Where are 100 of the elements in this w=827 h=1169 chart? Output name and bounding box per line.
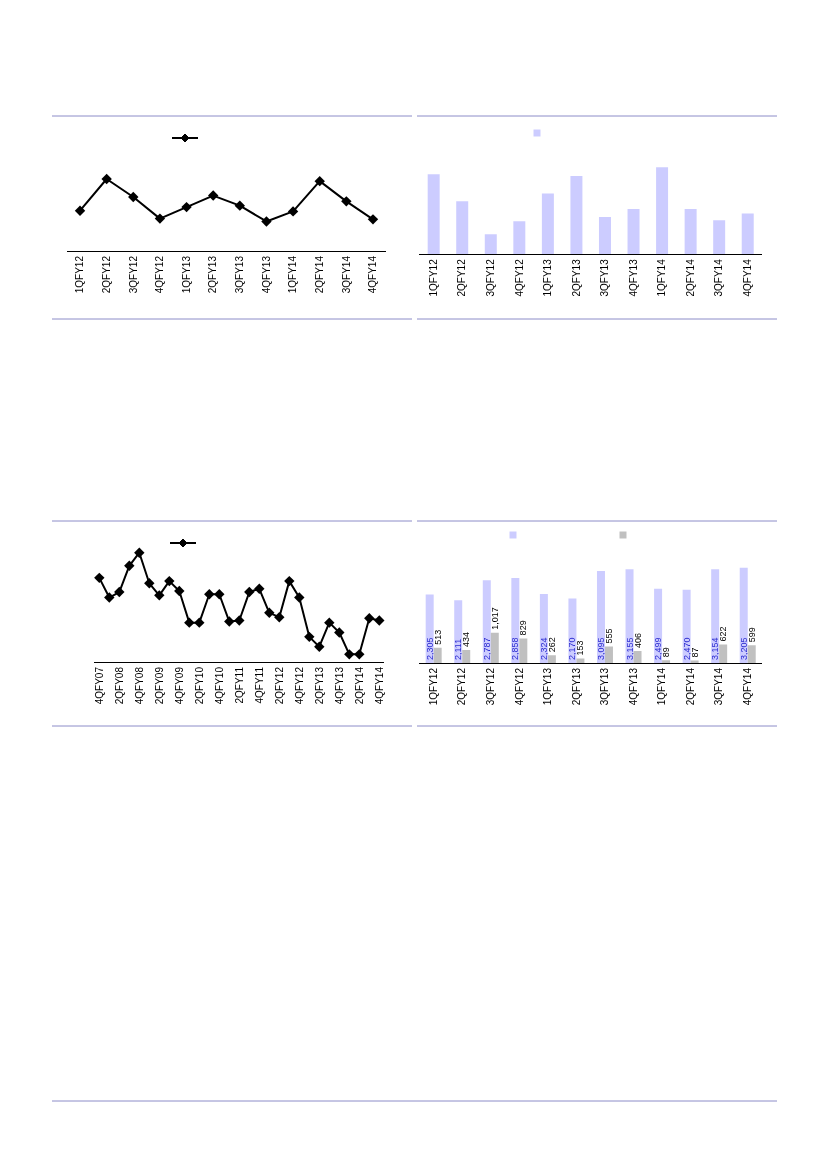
x-tick-label: 2QFY14 [313, 255, 325, 294]
point [287, 206, 299, 217]
x-tick-label: 1QFY13 [180, 255, 192, 294]
x-tick-label: 2QFY10 [193, 666, 205, 705]
x-tick-label: 1QFY12 [74, 255, 86, 294]
point [344, 649, 355, 660]
bar [570, 176, 583, 255]
point [304, 631, 315, 643]
point [254, 583, 265, 594]
point [124, 560, 135, 572]
x-tick-label: 4QFY12 [513, 258, 525, 297]
bar [741, 213, 754, 255]
point [234, 615, 245, 626]
bar [747, 645, 756, 663]
x-tick-label: 4QFY10 [213, 666, 225, 705]
x-tick-label: 2QFY12 [456, 258, 468, 297]
x-tick-label: 2QFY13 [313, 666, 325, 705]
data-label: 2,499 [653, 637, 664, 660]
x-tick-label: 3QFY12 [127, 255, 139, 294]
x-tick-label: 3QFY13 [599, 258, 611, 297]
point [134, 547, 145, 558]
bar [576, 658, 585, 663]
data-label: 2,324 [538, 637, 549, 660]
x-tick-label: 2QFY12 [273, 666, 285, 705]
x-tick-label: 4QFY14 [741, 667, 753, 706]
x-tick-label: 1QFY12 [427, 258, 439, 297]
x-tick-label: 4QFY12 [154, 255, 166, 294]
x-tick-label: 2QFY14 [684, 258, 696, 297]
x-tick-label: 1QFY12 [427, 667, 439, 706]
x-tick-label: 4QFY12 [513, 667, 525, 706]
point [354, 649, 365, 660]
point [207, 190, 219, 201]
bar [541, 193, 554, 255]
x-tick-label: 3QFY14 [713, 258, 725, 297]
point [274, 611, 285, 623]
x-tick-label: 1QFY14 [656, 258, 668, 297]
point [174, 585, 185, 597]
data-label: 555 [603, 628, 614, 644]
point [154, 213, 166, 224]
point [341, 196, 352, 207]
bar [490, 632, 499, 663]
data-label: 1,017 [489, 607, 500, 630]
data-label: 2,111 [453, 638, 464, 660]
x-tick-label: 4QFY12 [293, 666, 305, 705]
point [314, 641, 325, 652]
data-label: 829 [518, 620, 529, 636]
x-tick-label: 3QFY12 [485, 258, 497, 297]
bar [656, 167, 669, 255]
point [314, 175, 325, 187]
x-tick-label: 4QFY14 [741, 258, 753, 297]
point [324, 617, 335, 628]
point [364, 613, 375, 624]
point [128, 191, 139, 203]
point [214, 589, 225, 600]
data-label: 89 [661, 647, 672, 658]
point [264, 607, 275, 619]
point [284, 575, 295, 587]
point [101, 173, 112, 185]
x-tick-label: 4QFY08 [133, 666, 145, 705]
point [194, 617, 205, 628]
point [334, 627, 345, 638]
point [114, 586, 125, 598]
data-label: 2,858 [510, 637, 521, 660]
bar [427, 174, 440, 255]
point [224, 616, 235, 627]
x-tick-label: 1QFY13 [542, 667, 554, 706]
data-label: 2,305 [424, 637, 435, 660]
point [294, 592, 305, 603]
data-label: 262 [546, 637, 557, 653]
data-label: 622 [718, 626, 729, 642]
point [374, 615, 385, 626]
data-label: 3,205 [738, 637, 749, 660]
x-tick-label: 2QFY12 [100, 255, 112, 294]
data-label: 434 [461, 632, 472, 648]
x-tick-label: 4QFY13 [627, 258, 639, 297]
point [144, 578, 155, 589]
point [181, 201, 192, 213]
bar [713, 220, 726, 255]
x-tick-label: 4QFY13 [333, 666, 345, 705]
x-tick-label: 2QFY14 [684, 667, 696, 706]
x-tick-label: 4QFY14 [367, 255, 379, 294]
data-label: 3,155 [624, 637, 635, 660]
x-tick-label: 4QFY13 [627, 667, 639, 706]
x-tick-label: 2QFY08 [113, 666, 125, 705]
x-tick-label: 1QFY13 [542, 258, 554, 297]
x-tick-label: 3QFY14 [340, 255, 352, 294]
point [164, 575, 175, 587]
data-label: 153 [575, 640, 586, 656]
point [261, 216, 272, 227]
x-tick-label: 4QFY11 [253, 666, 265, 704]
data-label: 513 [432, 629, 443, 645]
x-tick-label: 2QFY11 [233, 666, 245, 704]
bar [684, 209, 697, 255]
point [367, 214, 379, 225]
point [94, 572, 105, 584]
bar [598, 216, 611, 255]
data-label: 599 [746, 627, 757, 643]
point [184, 617, 195, 628]
bar [690, 660, 699, 663]
data-label: 2,787 [481, 637, 492, 660]
